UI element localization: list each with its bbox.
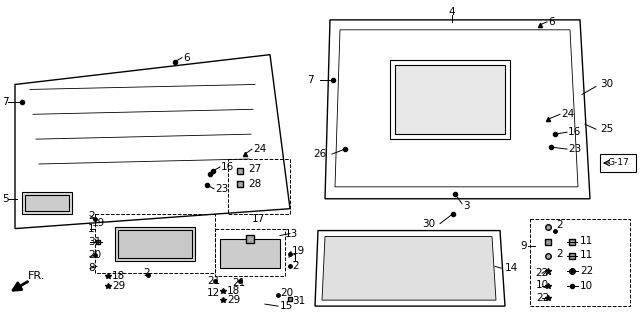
Text: 23: 23 (568, 144, 581, 154)
Text: 2: 2 (556, 249, 563, 259)
Text: 24: 24 (253, 144, 266, 154)
Text: 27: 27 (248, 164, 261, 174)
Text: 9: 9 (520, 241, 527, 251)
Bar (215, 229, 285, 276)
Text: 19: 19 (292, 246, 305, 256)
Text: 11: 11 (580, 236, 593, 246)
Text: 19: 19 (92, 218, 105, 228)
Text: 29: 29 (112, 281, 125, 291)
Text: 2: 2 (292, 261, 299, 271)
Text: 14: 14 (505, 263, 518, 273)
Text: 21: 21 (207, 276, 220, 286)
Text: 1: 1 (88, 224, 95, 234)
Bar (530, 219, 630, 306)
Text: 18: 18 (112, 271, 125, 281)
Text: 22: 22 (580, 266, 593, 276)
Text: 3: 3 (463, 201, 470, 211)
Text: 10: 10 (536, 280, 549, 290)
Text: 17: 17 (252, 214, 264, 224)
Text: 16: 16 (221, 162, 234, 172)
Bar (25, 195, 69, 211)
Text: 22: 22 (536, 293, 549, 303)
Bar (395, 65, 505, 134)
Text: 4: 4 (449, 7, 455, 17)
Text: 2: 2 (556, 220, 563, 230)
Bar (118, 230, 192, 258)
Text: 24: 24 (561, 109, 574, 119)
Bar (95, 214, 215, 273)
Text: 31: 31 (292, 296, 305, 306)
Text: 30: 30 (422, 219, 435, 229)
Text: 1: 1 (292, 254, 299, 264)
Text: 6: 6 (548, 17, 555, 27)
Text: 10: 10 (580, 281, 593, 291)
Bar (390, 60, 510, 139)
Text: 13: 13 (285, 229, 298, 239)
Text: 7: 7 (2, 97, 8, 107)
Text: 11: 11 (580, 251, 593, 261)
Text: 6: 6 (183, 53, 189, 63)
Text: 20: 20 (280, 288, 293, 298)
Text: G-17: G-17 (607, 158, 629, 168)
Text: 20: 20 (88, 251, 101, 261)
Bar (600, 154, 636, 172)
Text: 8: 8 (88, 263, 95, 273)
Text: 28: 28 (248, 179, 261, 189)
Text: 29: 29 (227, 295, 240, 305)
Polygon shape (322, 236, 496, 300)
Text: 31: 31 (88, 236, 101, 246)
Text: 7: 7 (307, 75, 314, 85)
Text: FR.: FR. (28, 271, 45, 281)
Text: 22: 22 (535, 268, 548, 278)
Text: 25: 25 (600, 124, 613, 134)
Bar (115, 227, 195, 261)
Text: 23: 23 (215, 184, 228, 194)
Bar (220, 238, 280, 268)
Text: 18: 18 (227, 286, 240, 296)
Text: 2: 2 (88, 211, 95, 221)
Text: 21: 21 (232, 278, 245, 288)
Text: 15: 15 (280, 301, 293, 311)
Text: 2: 2 (143, 268, 150, 278)
Text: 16: 16 (568, 127, 581, 137)
Text: 12: 12 (207, 288, 220, 298)
Text: 26: 26 (313, 149, 326, 159)
Text: 30: 30 (600, 80, 613, 90)
Text: 5: 5 (2, 194, 8, 204)
Bar (22, 192, 72, 214)
Bar (228, 159, 290, 214)
